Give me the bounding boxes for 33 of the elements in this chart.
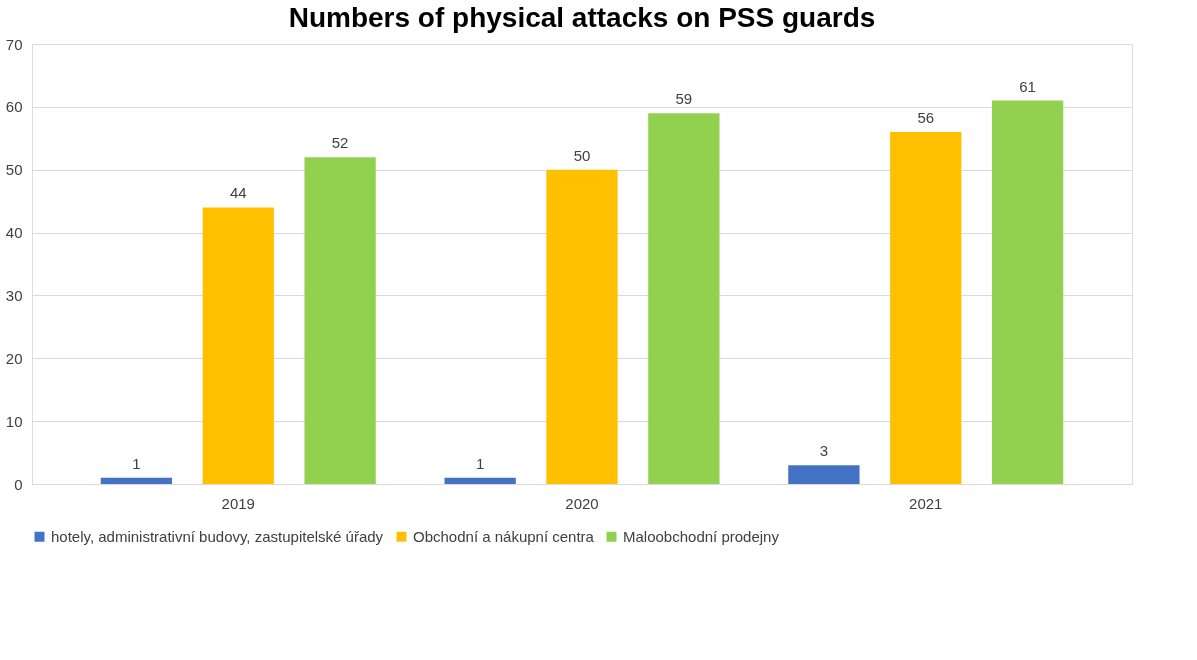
- legend-label: Maloobchodní prodejny: [623, 527, 780, 545]
- data-label: 50: [573, 146, 591, 164]
- y-tick-label: 0: [14, 475, 23, 493]
- data-label: 3: [819, 442, 829, 460]
- bar: [648, 113, 720, 484]
- y-tick-label: 20: [5, 349, 23, 367]
- bar: [304, 157, 376, 484]
- y-tick-label: 40: [5, 224, 23, 242]
- data-label: 52: [331, 134, 349, 152]
- data-label: 44: [229, 184, 247, 202]
- y-tick-label: 70: [5, 35, 23, 53]
- data-label: 1: [475, 454, 485, 472]
- data-label: 61: [1019, 77, 1036, 95]
- bar: [890, 132, 962, 484]
- legend-label: hotely, administrativní budovy, zastupitelské úřady: [51, 527, 384, 545]
- y-tick-label: 10: [5, 412, 23, 430]
- bar: [991, 100, 1064, 484]
- x-tick-label: 2021: [909, 494, 943, 512]
- y-tick-label: 60: [5, 98, 23, 116]
- bar: [788, 465, 860, 484]
- bar: [444, 477, 516, 484]
- legend-label: Obchodní a nákupní centra: [413, 527, 595, 545]
- bar: [100, 477, 173, 484]
- bar: [546, 169, 618, 484]
- x-tick-label: 2019: [221, 494, 255, 512]
- x-tick-label: 2020: [565, 494, 599, 512]
- y-tick-label: 30: [5, 286, 23, 304]
- bar: [202, 207, 274, 484]
- chart-title: Numbers of physical attacks on PSS guards: [288, 2, 876, 33]
- y-tick-label: 50: [5, 161, 23, 179]
- data-label: 56: [917, 109, 935, 126]
- data-label: 59: [675, 90, 693, 108]
- data-label: 1: [132, 454, 141, 472]
